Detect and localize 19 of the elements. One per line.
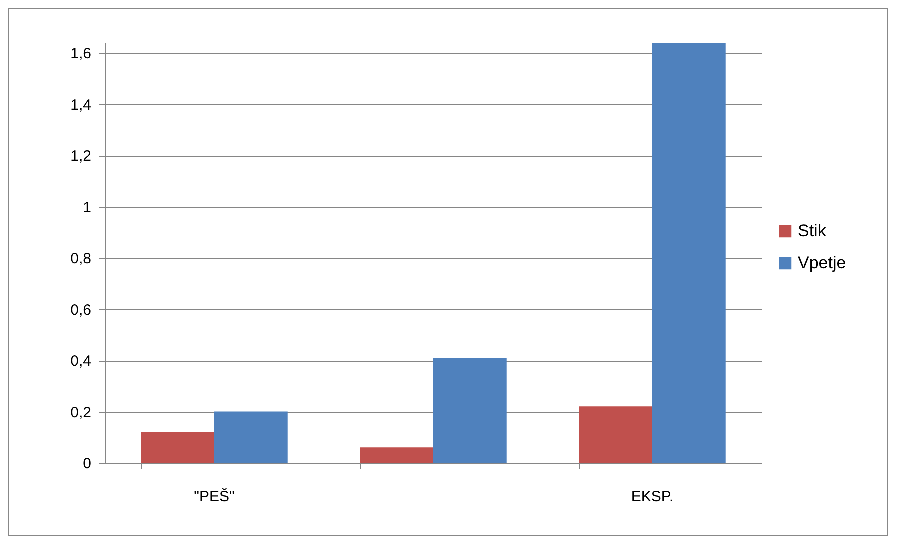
y-tick-label: 0,4 <box>70 353 92 370</box>
x-tick-label: "PEŠ" <box>194 488 235 506</box>
bar <box>141 432 214 463</box>
x-tick-label: EKSP. <box>631 488 674 506</box>
legend-label: Stik <box>798 222 827 240</box>
bar <box>434 358 507 463</box>
bar <box>214 412 288 463</box>
bar <box>652 43 726 463</box>
y-tick-label: 1,4 <box>70 96 92 114</box>
y-tick-label: 0 <box>83 456 92 472</box>
y-tick-label: 0,2 <box>70 404 92 422</box>
bar <box>360 448 434 463</box>
bar <box>579 406 652 463</box>
y-tick-label: 1,6 <box>70 46 92 63</box>
y-tick-label: 0,6 <box>70 302 92 319</box>
y-tick-label: 0,8 <box>70 250 92 268</box>
y-tick-label: 1,2 <box>70 148 92 166</box>
y-tick-label: 1 <box>83 199 92 216</box>
legend-label: Vpetje <box>798 254 846 272</box>
